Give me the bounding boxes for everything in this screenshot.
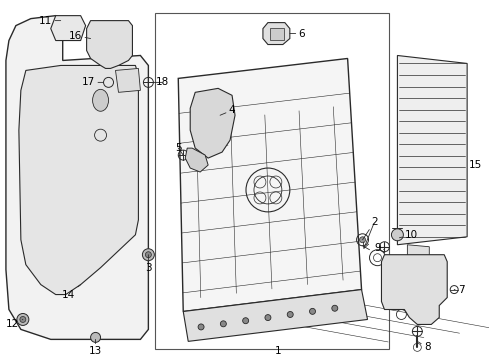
Text: 13: 13 bbox=[89, 339, 102, 356]
Polygon shape bbox=[183, 289, 368, 341]
Ellipse shape bbox=[93, 89, 108, 111]
Circle shape bbox=[198, 324, 204, 330]
Circle shape bbox=[360, 237, 366, 243]
Circle shape bbox=[143, 249, 154, 261]
Text: 4: 4 bbox=[220, 105, 235, 115]
Text: 5: 5 bbox=[175, 143, 183, 155]
Circle shape bbox=[220, 321, 226, 327]
Polygon shape bbox=[185, 148, 208, 172]
Circle shape bbox=[310, 309, 316, 314]
Polygon shape bbox=[407, 245, 429, 263]
Text: 12: 12 bbox=[6, 319, 23, 329]
Circle shape bbox=[17, 314, 29, 325]
Circle shape bbox=[265, 315, 271, 321]
Circle shape bbox=[332, 305, 338, 311]
Polygon shape bbox=[51, 15, 86, 41]
Bar bbox=[270, 28, 284, 40]
Circle shape bbox=[243, 318, 248, 324]
Circle shape bbox=[392, 229, 403, 241]
Text: 18: 18 bbox=[153, 77, 169, 87]
Text: 15: 15 bbox=[468, 160, 482, 170]
Text: 1: 1 bbox=[274, 346, 281, 356]
Text: 14: 14 bbox=[62, 285, 81, 300]
Text: 10: 10 bbox=[399, 230, 418, 240]
Polygon shape bbox=[397, 55, 467, 245]
Bar bbox=[155, 13, 390, 349]
Polygon shape bbox=[87, 21, 132, 68]
Text: 11: 11 bbox=[39, 15, 61, 26]
Text: 16: 16 bbox=[69, 31, 91, 41]
Text: 6: 6 bbox=[290, 28, 305, 39]
Text: 8: 8 bbox=[417, 341, 431, 352]
Text: 2: 2 bbox=[363, 217, 378, 240]
Polygon shape bbox=[190, 88, 235, 158]
Circle shape bbox=[91, 332, 100, 342]
Circle shape bbox=[287, 311, 293, 318]
Polygon shape bbox=[263, 23, 290, 45]
Text: 17: 17 bbox=[82, 77, 103, 87]
Polygon shape bbox=[178, 58, 362, 311]
Polygon shape bbox=[6, 15, 148, 339]
Text: 3: 3 bbox=[145, 255, 152, 273]
Polygon shape bbox=[116, 68, 141, 92]
Text: 9: 9 bbox=[374, 243, 385, 253]
Text: 7: 7 bbox=[454, 284, 465, 294]
Polygon shape bbox=[382, 255, 447, 324]
Polygon shape bbox=[19, 66, 138, 294]
Circle shape bbox=[20, 316, 26, 323]
Circle shape bbox=[146, 252, 151, 258]
